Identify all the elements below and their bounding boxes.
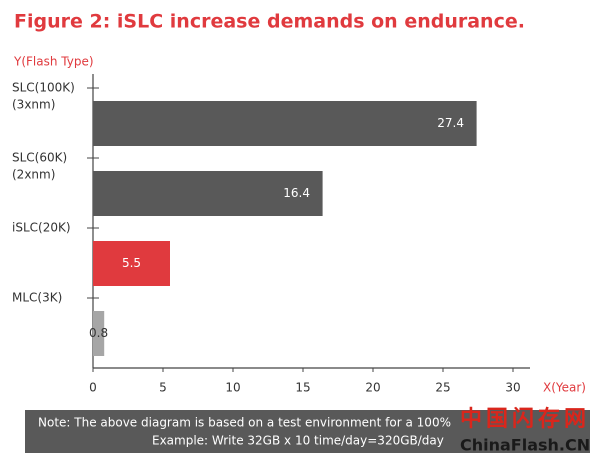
y-tick-label: (2xnm) bbox=[12, 168, 55, 182]
note-line: Example: Write 32GB x 10 time/day=320GB/… bbox=[152, 434, 444, 448]
watermark: ChinaFlash.CN bbox=[460, 436, 590, 455]
bar bbox=[93, 311, 105, 356]
bar bbox=[93, 171, 323, 216]
y-tick-label: iSLC(20K) bbox=[12, 221, 71, 235]
bar bbox=[93, 241, 170, 286]
x-tick-label: 20 bbox=[365, 381, 380, 395]
x-tick-label: 25 bbox=[435, 381, 450, 395]
chart-title: Figure 2: iSLC increase demands on endur… bbox=[14, 11, 525, 33]
y-tick-label: MLC(3K) bbox=[12, 291, 62, 305]
value-label: 27.4 bbox=[437, 116, 464, 130]
value-label: 0.8 bbox=[89, 326, 108, 340]
y-tick-label: SLC(60K) bbox=[12, 151, 67, 165]
value-label: 16.4 bbox=[283, 186, 310, 200]
note-line: Note: The above diagram is based on a te… bbox=[38, 416, 451, 430]
note-box bbox=[25, 410, 590, 453]
value-label: 5.5 bbox=[122, 256, 141, 270]
y-tick-label: (3xnm) bbox=[12, 98, 55, 112]
x-tick-label: 0 bbox=[89, 381, 97, 395]
x-axis-label: X(Year) bbox=[543, 381, 586, 395]
x-tick-label: 15 bbox=[295, 381, 310, 395]
y-tick-label: SLC(100K) bbox=[12, 81, 75, 95]
bar bbox=[93, 101, 477, 146]
x-tick-label: 30 bbox=[505, 381, 520, 395]
watermark: 中国闪存网 bbox=[460, 406, 590, 432]
y-axis-label: Y(Flash Type) bbox=[13, 55, 94, 69]
x-tick-label: 5 bbox=[159, 381, 167, 395]
x-tick-label: 10 bbox=[225, 381, 240, 395]
